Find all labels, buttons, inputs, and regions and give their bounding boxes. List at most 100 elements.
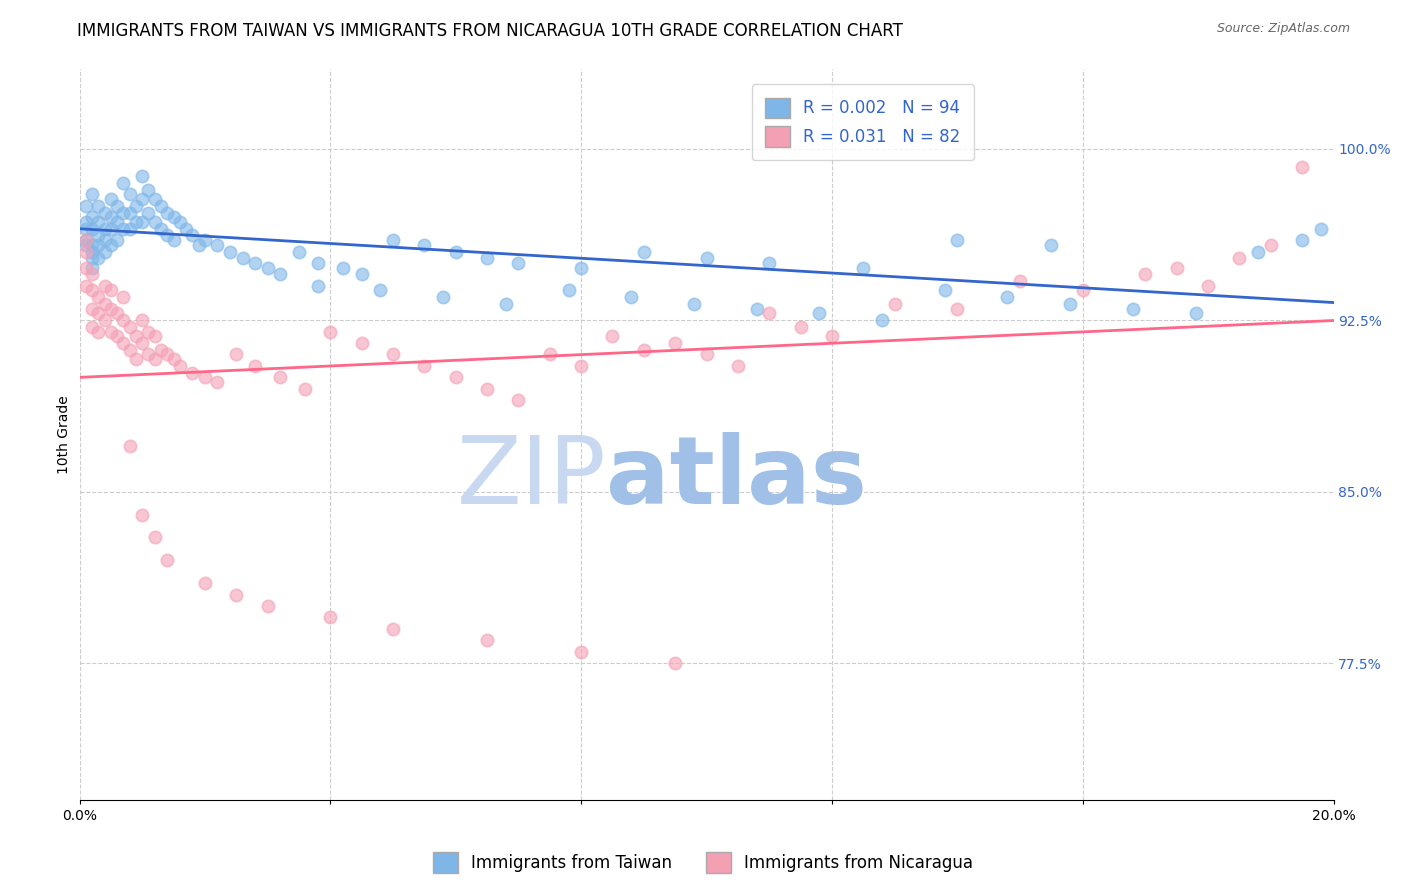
Point xyxy=(87,290,110,304)
Point xyxy=(946,301,969,316)
Point xyxy=(162,210,184,224)
Point xyxy=(105,199,128,213)
Point xyxy=(821,329,844,343)
Point xyxy=(382,347,405,361)
Point xyxy=(156,347,179,361)
Point xyxy=(112,205,135,219)
Point xyxy=(131,313,153,327)
Point xyxy=(444,244,467,259)
Point xyxy=(75,260,97,275)
Point xyxy=(112,221,135,235)
Point xyxy=(125,215,148,229)
Point xyxy=(683,297,706,311)
Point xyxy=(294,382,316,396)
Point xyxy=(870,313,893,327)
Point xyxy=(80,260,103,275)
Point xyxy=(1122,301,1144,316)
Point xyxy=(727,359,749,373)
Point xyxy=(557,284,579,298)
Point xyxy=(934,284,956,298)
Point xyxy=(93,221,115,235)
Point xyxy=(105,306,128,320)
Point xyxy=(80,244,103,259)
Point xyxy=(1247,244,1270,259)
Point xyxy=(156,553,179,567)
Point xyxy=(350,268,373,282)
Point xyxy=(75,237,97,252)
Point xyxy=(569,645,592,659)
Point xyxy=(432,290,454,304)
Point xyxy=(495,297,517,311)
Point xyxy=(138,325,160,339)
Point xyxy=(150,199,173,213)
Point xyxy=(475,252,498,266)
Point xyxy=(75,233,97,247)
Text: IMMIGRANTS FROM TAIWAN VS IMMIGRANTS FROM NICARAGUA 10TH GRADE CORRELATION CHART: IMMIGRANTS FROM TAIWAN VS IMMIGRANTS FRO… xyxy=(77,22,903,40)
Point xyxy=(156,228,179,243)
Point xyxy=(181,228,204,243)
Point xyxy=(852,260,875,275)
Point xyxy=(93,233,115,247)
Point xyxy=(87,237,110,252)
Point xyxy=(664,657,686,671)
Point xyxy=(80,187,103,202)
Point xyxy=(194,370,217,384)
Point xyxy=(243,359,266,373)
Text: ZIP: ZIP xyxy=(457,433,606,524)
Point xyxy=(87,215,110,229)
Point xyxy=(125,199,148,213)
Point xyxy=(80,210,103,224)
Point xyxy=(194,576,217,591)
Point xyxy=(207,375,229,389)
Point xyxy=(883,297,905,311)
Point xyxy=(150,221,173,235)
Point xyxy=(569,260,592,275)
Point xyxy=(80,237,103,252)
Point xyxy=(93,278,115,293)
Point xyxy=(105,233,128,247)
Point xyxy=(758,306,780,320)
Point xyxy=(620,290,643,304)
Legend: R = 0.002   N = 94, R = 0.031   N = 82: R = 0.002 N = 94, R = 0.031 N = 82 xyxy=(752,84,974,160)
Point xyxy=(131,169,153,183)
Point xyxy=(256,599,278,613)
Point xyxy=(997,290,1019,304)
Point xyxy=(112,313,135,327)
Point xyxy=(1260,237,1282,252)
Point xyxy=(143,215,166,229)
Point xyxy=(143,329,166,343)
Point xyxy=(370,284,392,298)
Point xyxy=(1291,160,1313,174)
Legend: Immigrants from Taiwan, Immigrants from Nicaragua: Immigrants from Taiwan, Immigrants from … xyxy=(426,846,980,880)
Point xyxy=(475,382,498,396)
Point xyxy=(243,256,266,270)
Point xyxy=(1059,297,1081,311)
Point xyxy=(75,244,97,259)
Point xyxy=(118,439,141,453)
Point xyxy=(93,244,115,259)
Point xyxy=(100,301,122,316)
Point xyxy=(1166,260,1188,275)
Point xyxy=(112,336,135,351)
Point xyxy=(87,199,110,213)
Point xyxy=(138,347,160,361)
Point xyxy=(269,370,291,384)
Point xyxy=(1071,284,1094,298)
Point xyxy=(231,252,253,266)
Point xyxy=(413,359,436,373)
Point xyxy=(1197,278,1219,293)
Point xyxy=(100,284,122,298)
Point xyxy=(143,530,166,544)
Point xyxy=(225,588,247,602)
Point xyxy=(100,192,122,206)
Point xyxy=(118,205,141,219)
Point xyxy=(789,320,811,334)
Point xyxy=(118,320,141,334)
Point xyxy=(100,221,122,235)
Point xyxy=(75,233,97,247)
Text: atlas: atlas xyxy=(606,433,868,524)
Point xyxy=(169,215,191,229)
Point xyxy=(131,336,153,351)
Point xyxy=(143,192,166,206)
Point xyxy=(118,187,141,202)
